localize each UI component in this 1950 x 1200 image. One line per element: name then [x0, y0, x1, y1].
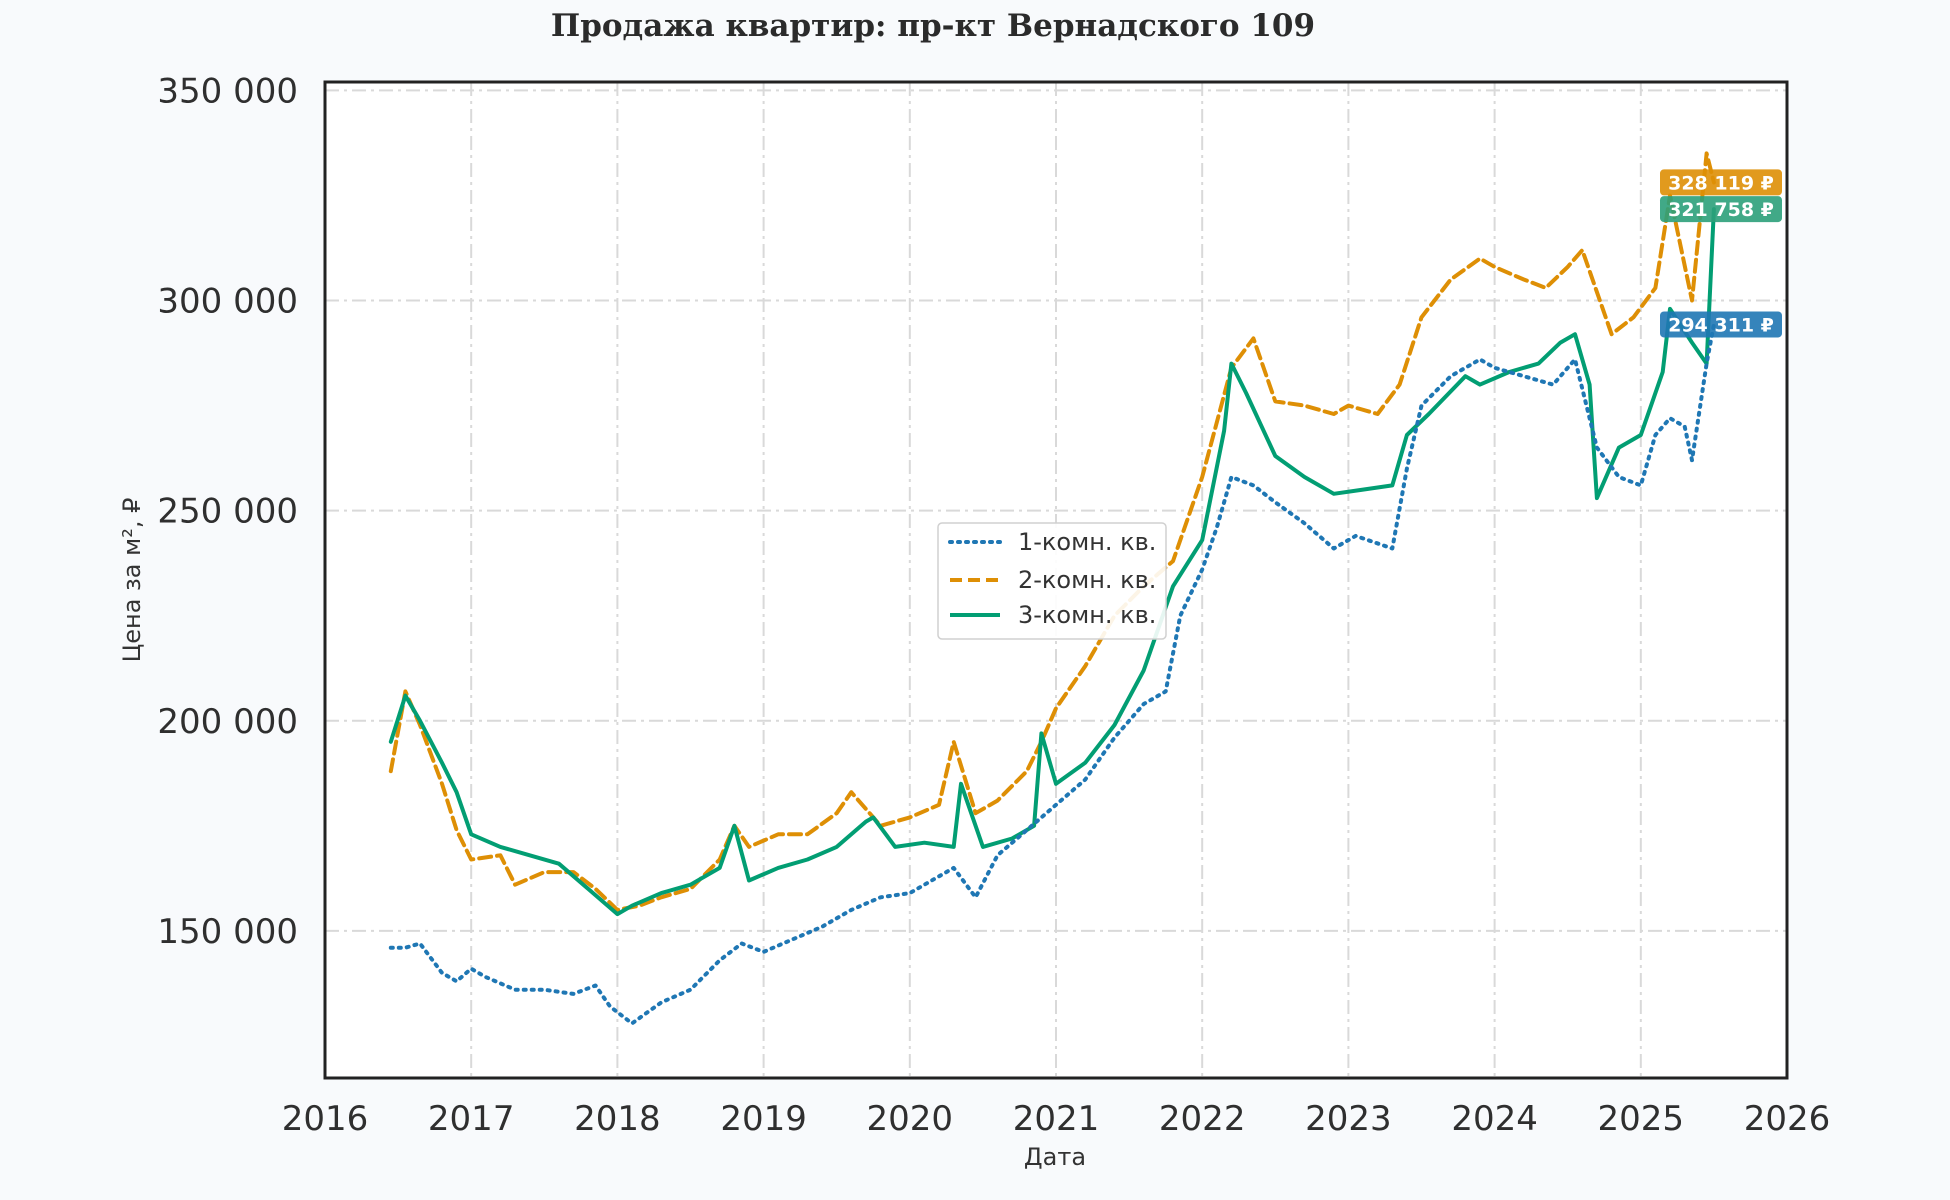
y-axis-label: Цена за м², ₽ — [118, 498, 146, 663]
badge-text: 328 119 ₽ — [1668, 172, 1774, 194]
y-tick-label: 350 000 — [157, 71, 298, 111]
x-axis-ticks: 2016 2017 2018 2019 2020 2021 2022 2023 2024 2025… — [282, 1099, 1831, 1139]
legend-box — [937, 522, 1167, 640]
grid — [325, 82, 1787, 1078]
x-tick-label: 2016 — [282, 1099, 369, 1139]
last-value-badge: 328 119 ₽ — [1660, 169, 1782, 196]
x-tick-label: 2017 — [428, 1099, 515, 1139]
y-tick-label: 200 000 — [157, 702, 298, 742]
chart-title: Продажа квартир: пр-кт Вернадского 109 — [551, 8, 1315, 44]
x-tick-label: 2025 — [1598, 1099, 1685, 1139]
x-tick-label: 2023 — [1305, 1099, 1392, 1139]
badge-text: 321 758 ₽ — [1668, 199, 1774, 221]
y-tick-label: 300 000 — [157, 282, 298, 322]
x-tick-label: 2021 — [1013, 1099, 1100, 1139]
legend-label-1: 1-комн. кв. — [1018, 528, 1156, 556]
badge-text: 294 311 ₽ — [1668, 314, 1774, 336]
badge-background — [1660, 196, 1782, 223]
x-tick-label: 2024 — [1451, 1099, 1538, 1139]
series-line-3 — [388, 207, 1716, 917]
last-value-labels: 328 119 ₽ 321 758 ₽ 294 311 ₽ — [1660, 169, 1782, 338]
y-tick-label: 250 000 — [157, 492, 298, 532]
legend-label-3: 3-комн. кв. — [1018, 601, 1156, 629]
badge-background — [1660, 311, 1782, 338]
x-tick-label: 2026 — [1744, 1099, 1831, 1139]
series-lines — [388, 151, 1716, 1026]
x-axis-label: Дата — [1024, 1143, 1086, 1171]
plot-frame — [323, 80, 1789, 1080]
x-tick-label: 2018 — [574, 1099, 661, 1139]
y-tick-label: 150 000 — [157, 912, 298, 952]
x-tick-label: 2022 — [1159, 1099, 1246, 1139]
legend-label-2: 2-комн. кв. — [1018, 566, 1156, 594]
series-line-1 — [388, 322, 1716, 1026]
y-axis-ticks: 150 000 200 000 250 000 300 000 350 000 — [157, 71, 298, 952]
x-tick-label: 2019 — [720, 1099, 807, 1139]
x-tick-label: 2020 — [867, 1099, 954, 1139]
last-value-badge: 321 758 ₽ — [1660, 196, 1782, 223]
last-value-badge: 294 311 ₽ — [1660, 311, 1782, 338]
badge-background — [1660, 169, 1782, 196]
legend: 1-комн. кв. 2-комн. кв. 3-комн. кв. — [937, 522, 1167, 640]
